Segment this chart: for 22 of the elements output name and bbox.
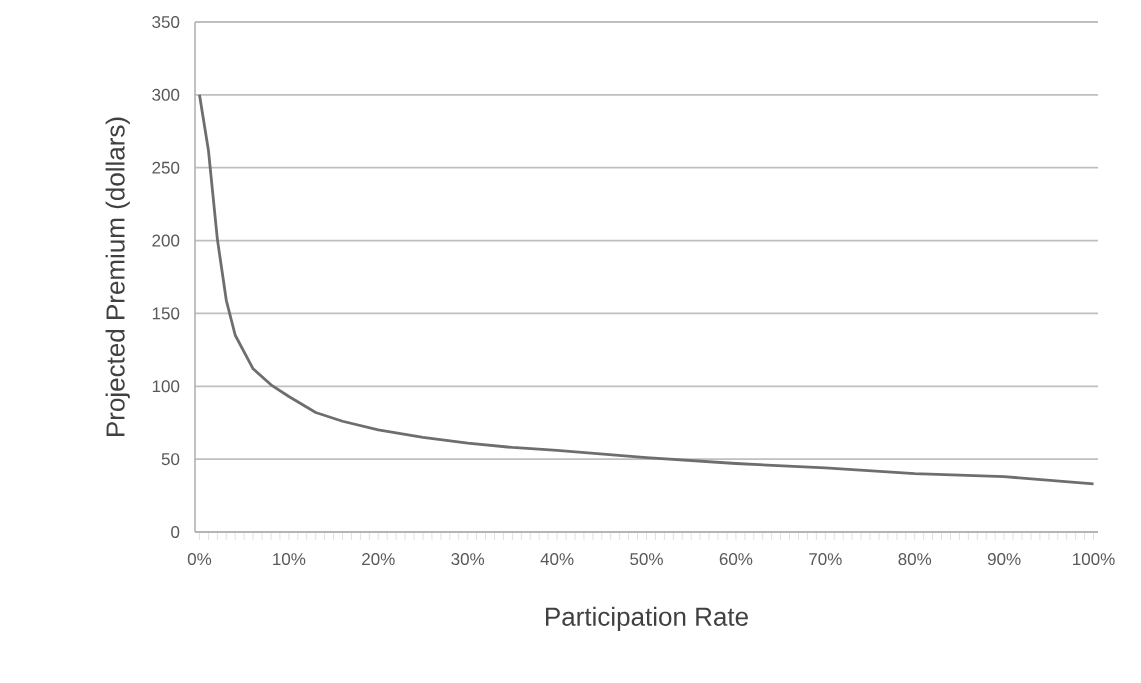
y-tick-label: 300 [152, 88, 180, 101]
x-tick-label: 50% [630, 553, 663, 566]
x-tick-label: 80% [898, 553, 932, 566]
y-tick-label: 200 [152, 234, 180, 247]
y-tick-label: 100 [152, 380, 180, 393]
y-tick-label: 350 [152, 15, 180, 28]
x-axis-title: Participation Rate [546, 606, 748, 632]
x-tick-label: 20% [362, 553, 395, 566]
line-series [198, 93, 1095, 486]
x-tick-label: 30% [451, 553, 485, 566]
x-tick-label: 100% [1073, 553, 1115, 566]
y-tick-label: 250 [152, 161, 180, 174]
y-tick-label: 50 [161, 453, 180, 466]
x-tick-label: 70% [809, 553, 842, 566]
y-tick-label: 0 [171, 525, 180, 538]
x-tick-label: 60% [719, 553, 753, 566]
x-tick-label: 0% [187, 553, 212, 566]
x-tick-label: 10% [273, 553, 306, 566]
y-axis-title: Projected Premium (dollars) [105, 117, 130, 436]
x-tick-label: 40% [540, 553, 574, 566]
x-tick-label: 90% [987, 553, 1021, 566]
y-tick-label: 150 [152, 307, 180, 320]
